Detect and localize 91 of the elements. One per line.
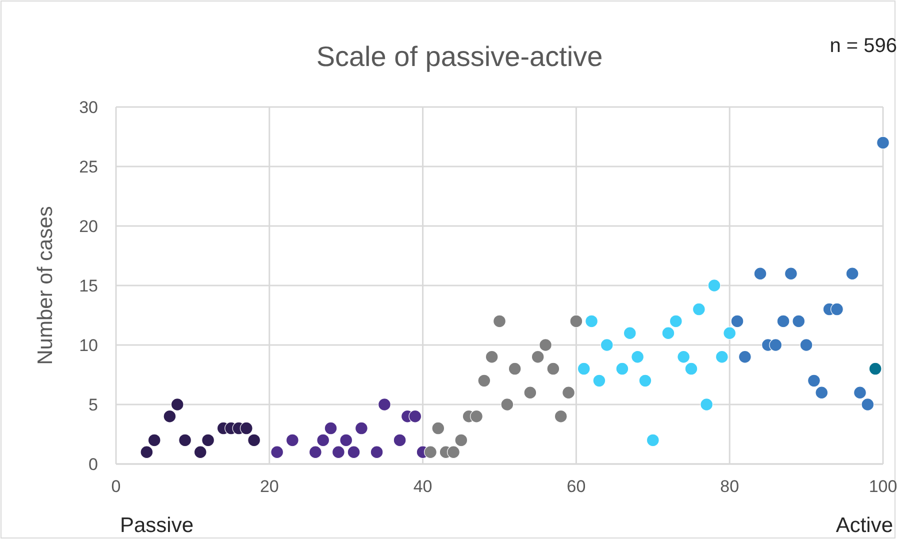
y-tick-label: 30 (79, 98, 98, 117)
point (194, 446, 207, 459)
point (432, 422, 445, 435)
point (148, 434, 161, 447)
point (754, 267, 767, 280)
point (531, 350, 544, 364)
point (669, 314, 682, 328)
point (140, 446, 154, 459)
point (876, 136, 890, 150)
point (163, 410, 176, 423)
point (524, 386, 537, 400)
point (616, 362, 629, 376)
point (577, 362, 590, 376)
point (454, 434, 468, 447)
point (347, 446, 360, 459)
point (178, 434, 192, 447)
y-tick-label: 15 (79, 276, 98, 296)
point (170, 398, 184, 411)
point (646, 434, 660, 447)
point (546, 362, 560, 376)
point (585, 314, 598, 328)
point (815, 386, 828, 400)
y-tick-label: 20 (79, 217, 98, 236)
point (592, 374, 606, 388)
point (316, 434, 330, 447)
point (270, 446, 284, 459)
x-tick-label: 60 (566, 477, 586, 496)
x-tick-label: 80 (720, 477, 740, 496)
x-tick-label: 20 (260, 477, 279, 496)
point (539, 338, 552, 352)
point (570, 314, 583, 328)
point (623, 326, 636, 340)
point (792, 314, 806, 328)
point (830, 302, 844, 316)
point (715, 350, 728, 364)
point (370, 446, 384, 459)
point (378, 398, 391, 411)
point (861, 398, 874, 411)
text: Passive (120, 514, 194, 537)
point (854, 386, 866, 400)
point (868, 362, 882, 376)
text: Active (836, 514, 893, 537)
point (478, 374, 491, 388)
point (684, 362, 698, 376)
point (638, 374, 652, 388)
text: n = 596 (830, 35, 897, 57)
point (776, 314, 790, 328)
point (730, 314, 744, 328)
point (500, 398, 514, 411)
y-tick-label: 0 (88, 455, 98, 474)
point (784, 267, 798, 280)
point (447, 446, 460, 459)
point (631, 350, 644, 364)
point (308, 446, 322, 459)
point (340, 434, 353, 447)
point (846, 267, 859, 280)
point (508, 362, 522, 376)
y-tick-label: 10 (79, 336, 98, 355)
point (202, 434, 215, 447)
x-tick-label: 100 (868, 477, 898, 496)
point (562, 386, 576, 400)
point (240, 422, 253, 435)
point (408, 410, 422, 423)
point (485, 350, 498, 364)
x-tick-label: 0 (111, 477, 121, 496)
point (708, 279, 721, 292)
chart-title: Scale of passive-active (316, 41, 603, 72)
point (800, 338, 813, 352)
point (662, 326, 675, 340)
y-tick-label: 5 (88, 396, 98, 414)
point (700, 398, 714, 411)
point (354, 422, 368, 435)
point (393, 434, 406, 447)
point (493, 314, 506, 328)
point (554, 410, 568, 423)
point (286, 434, 299, 447)
point (424, 446, 437, 459)
y-axis-title: Number of cases (34, 206, 57, 365)
point (692, 302, 706, 316)
point (324, 422, 338, 435)
point (470, 410, 483, 423)
point (332, 446, 345, 459)
point (723, 326, 736, 340)
point (769, 338, 782, 352)
point (677, 350, 690, 364)
point (807, 374, 820, 388)
point (248, 434, 261, 447)
y-tick-label: 25 (79, 158, 98, 176)
point (600, 338, 614, 352)
x-tick-label: 40 (413, 477, 432, 496)
point (738, 350, 752, 364)
